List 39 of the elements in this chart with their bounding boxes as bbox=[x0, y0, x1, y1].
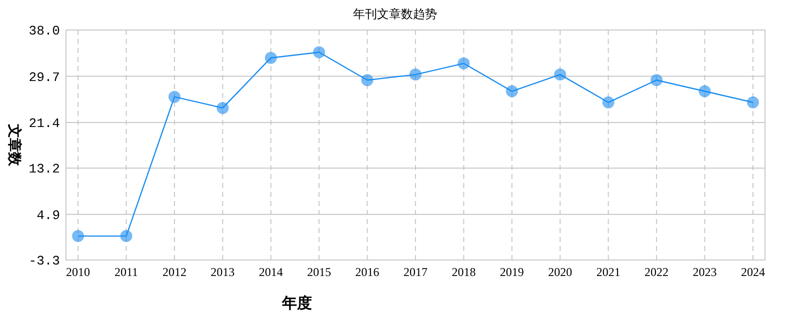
x-tick-label: 2013 bbox=[210, 265, 235, 279]
y-tick-label: 29.7 bbox=[28, 70, 60, 85]
y-tick-label: 21.4 bbox=[28, 116, 60, 131]
point bbox=[313, 46, 326, 58]
x-tick-label: 2015 bbox=[307, 265, 332, 279]
x-tick-label: 2017 bbox=[404, 265, 428, 279]
point bbox=[602, 96, 614, 108]
x-tick-label: 2016 bbox=[355, 265, 380, 279]
y-axis-title: 文章数 bbox=[6, 123, 23, 167]
y-tick-label: -3.3 bbox=[28, 254, 60, 269]
point bbox=[650, 74, 663, 86]
x-tick-label: 2018 bbox=[452, 265, 476, 279]
y-tick-label: 4.9 bbox=[36, 208, 60, 223]
x-tick-label: 2011 bbox=[114, 265, 138, 279]
y-tick-label: 13.2 bbox=[28, 162, 60, 177]
x-tick-label: 2012 bbox=[162, 265, 186, 279]
point bbox=[410, 68, 422, 81]
point bbox=[168, 90, 180, 103]
x-tick-label: 2014 bbox=[258, 265, 283, 279]
x-tick-label: 2021 bbox=[596, 265, 620, 279]
point bbox=[361, 74, 374, 86]
point bbox=[216, 102, 229, 114]
point bbox=[264, 52, 277, 64]
x-tick-label: 2020 bbox=[548, 265, 572, 279]
point bbox=[698, 85, 711, 98]
x-tick-label: 2023 bbox=[692, 265, 717, 279]
chart-title: 年刊文章数趋势 bbox=[353, 7, 437, 21]
x-axis-title: 年度 bbox=[281, 294, 312, 312]
x-tick-label: 2010 bbox=[66, 265, 90, 279]
point bbox=[554, 68, 566, 81]
x-tick-label: 2022 bbox=[644, 265, 669, 279]
point bbox=[506, 85, 518, 98]
x-tick-label: 2024 bbox=[740, 265, 765, 279]
x-tick-label: 2019 bbox=[500, 265, 524, 279]
point bbox=[458, 57, 470, 70]
point bbox=[746, 96, 759, 108]
y-tick-label: 38.0 bbox=[28, 24, 60, 39]
point bbox=[72, 230, 84, 242]
point bbox=[120, 230, 132, 242]
